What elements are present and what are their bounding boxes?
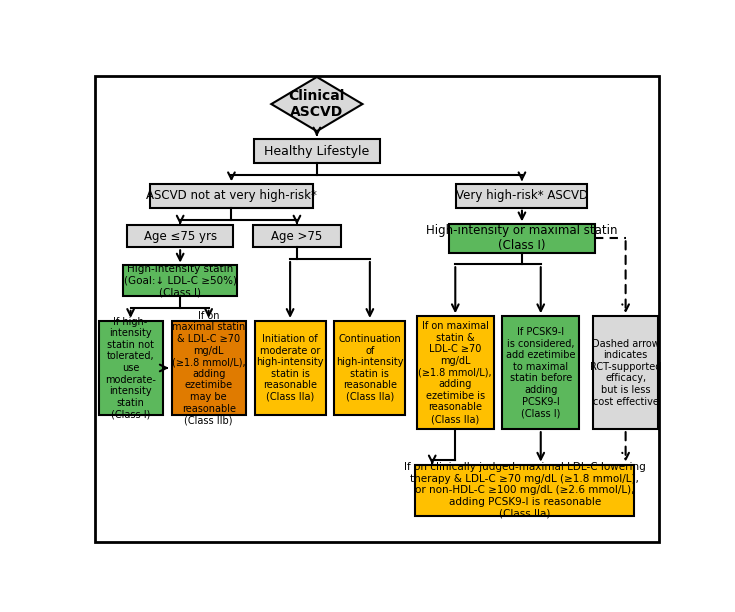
FancyBboxPatch shape	[417, 316, 494, 429]
FancyBboxPatch shape	[456, 184, 587, 207]
FancyBboxPatch shape	[150, 184, 312, 207]
Text: If on clinically judged-maximal LDL-C lowering
therapy & LDL-C ≥70 mg/dL (≥1.8 m: If on clinically judged-maximal LDL-C lo…	[404, 462, 645, 519]
FancyBboxPatch shape	[171, 321, 245, 415]
Text: If high-
intensity
statin not
tolerated,
use
moderate-
intensity
statin
(Class I: If high- intensity statin not tolerated,…	[105, 316, 156, 419]
FancyBboxPatch shape	[254, 321, 326, 415]
Text: If on maximal
statin &
LDL-C ≥70
mg/dL
(≥1.8 mmol/L),
adding
ezetimibe is
reason: If on maximal statin & LDL-C ≥70 mg/dL (…	[418, 321, 492, 424]
FancyBboxPatch shape	[593, 316, 659, 429]
Text: High-intensity statin
(Goal:↓ LDL-C ≥50%)
(Class I): High-intensity statin (Goal:↓ LDL-C ≥50%…	[123, 264, 237, 297]
FancyBboxPatch shape	[127, 225, 233, 247]
FancyBboxPatch shape	[449, 224, 595, 253]
FancyBboxPatch shape	[415, 465, 634, 517]
Text: Dashed arrow
indicates
RCT-supported
efficacy,
but is less
cost effective: Dashed arrow indicates RCT-supported eff…	[590, 338, 662, 407]
Text: High-intensity or maximal statin
(Class I): High-intensity or maximal statin (Class …	[426, 225, 617, 252]
FancyBboxPatch shape	[502, 316, 579, 429]
FancyBboxPatch shape	[254, 140, 379, 163]
Polygon shape	[271, 77, 362, 131]
Text: Age >75: Age >75	[271, 230, 323, 242]
Text: If PCSK9-I
is considered,
add ezetimibe
to maximal
statin before
adding
PCSK9-I
: If PCSK9-I is considered, add ezetimibe …	[506, 327, 576, 418]
FancyBboxPatch shape	[123, 266, 237, 296]
Text: Healthy Lifestyle: Healthy Lifestyle	[265, 144, 370, 158]
Text: Very high-risk* ASCVD: Very high-risk* ASCVD	[456, 190, 588, 203]
Text: Clinical
ASCVD: Clinical ASCVD	[289, 89, 345, 119]
FancyBboxPatch shape	[334, 321, 406, 415]
FancyBboxPatch shape	[98, 321, 162, 415]
Text: If on
maximal statin
& LDL-C ≥70
mg/dL
(≥1.8 mmol/L),
adding
ezetimibe
may be
re: If on maximal statin & LDL-C ≥70 mg/dL (…	[172, 311, 245, 425]
Text: Age ≤75 yrs: Age ≤75 yrs	[143, 230, 217, 242]
Text: ASCVD not at very high-risk*: ASCVD not at very high-risk*	[146, 190, 317, 203]
FancyBboxPatch shape	[253, 225, 341, 247]
Text: Initiation of
moderate or
high-intensity
statin is
reasonable
(Class IIa): Initiation of moderate or high-intensity…	[257, 334, 324, 402]
Text: Continuation
of
high-intensity
statin is
reasonable
(Class IIa): Continuation of high-intensity statin is…	[336, 334, 404, 402]
